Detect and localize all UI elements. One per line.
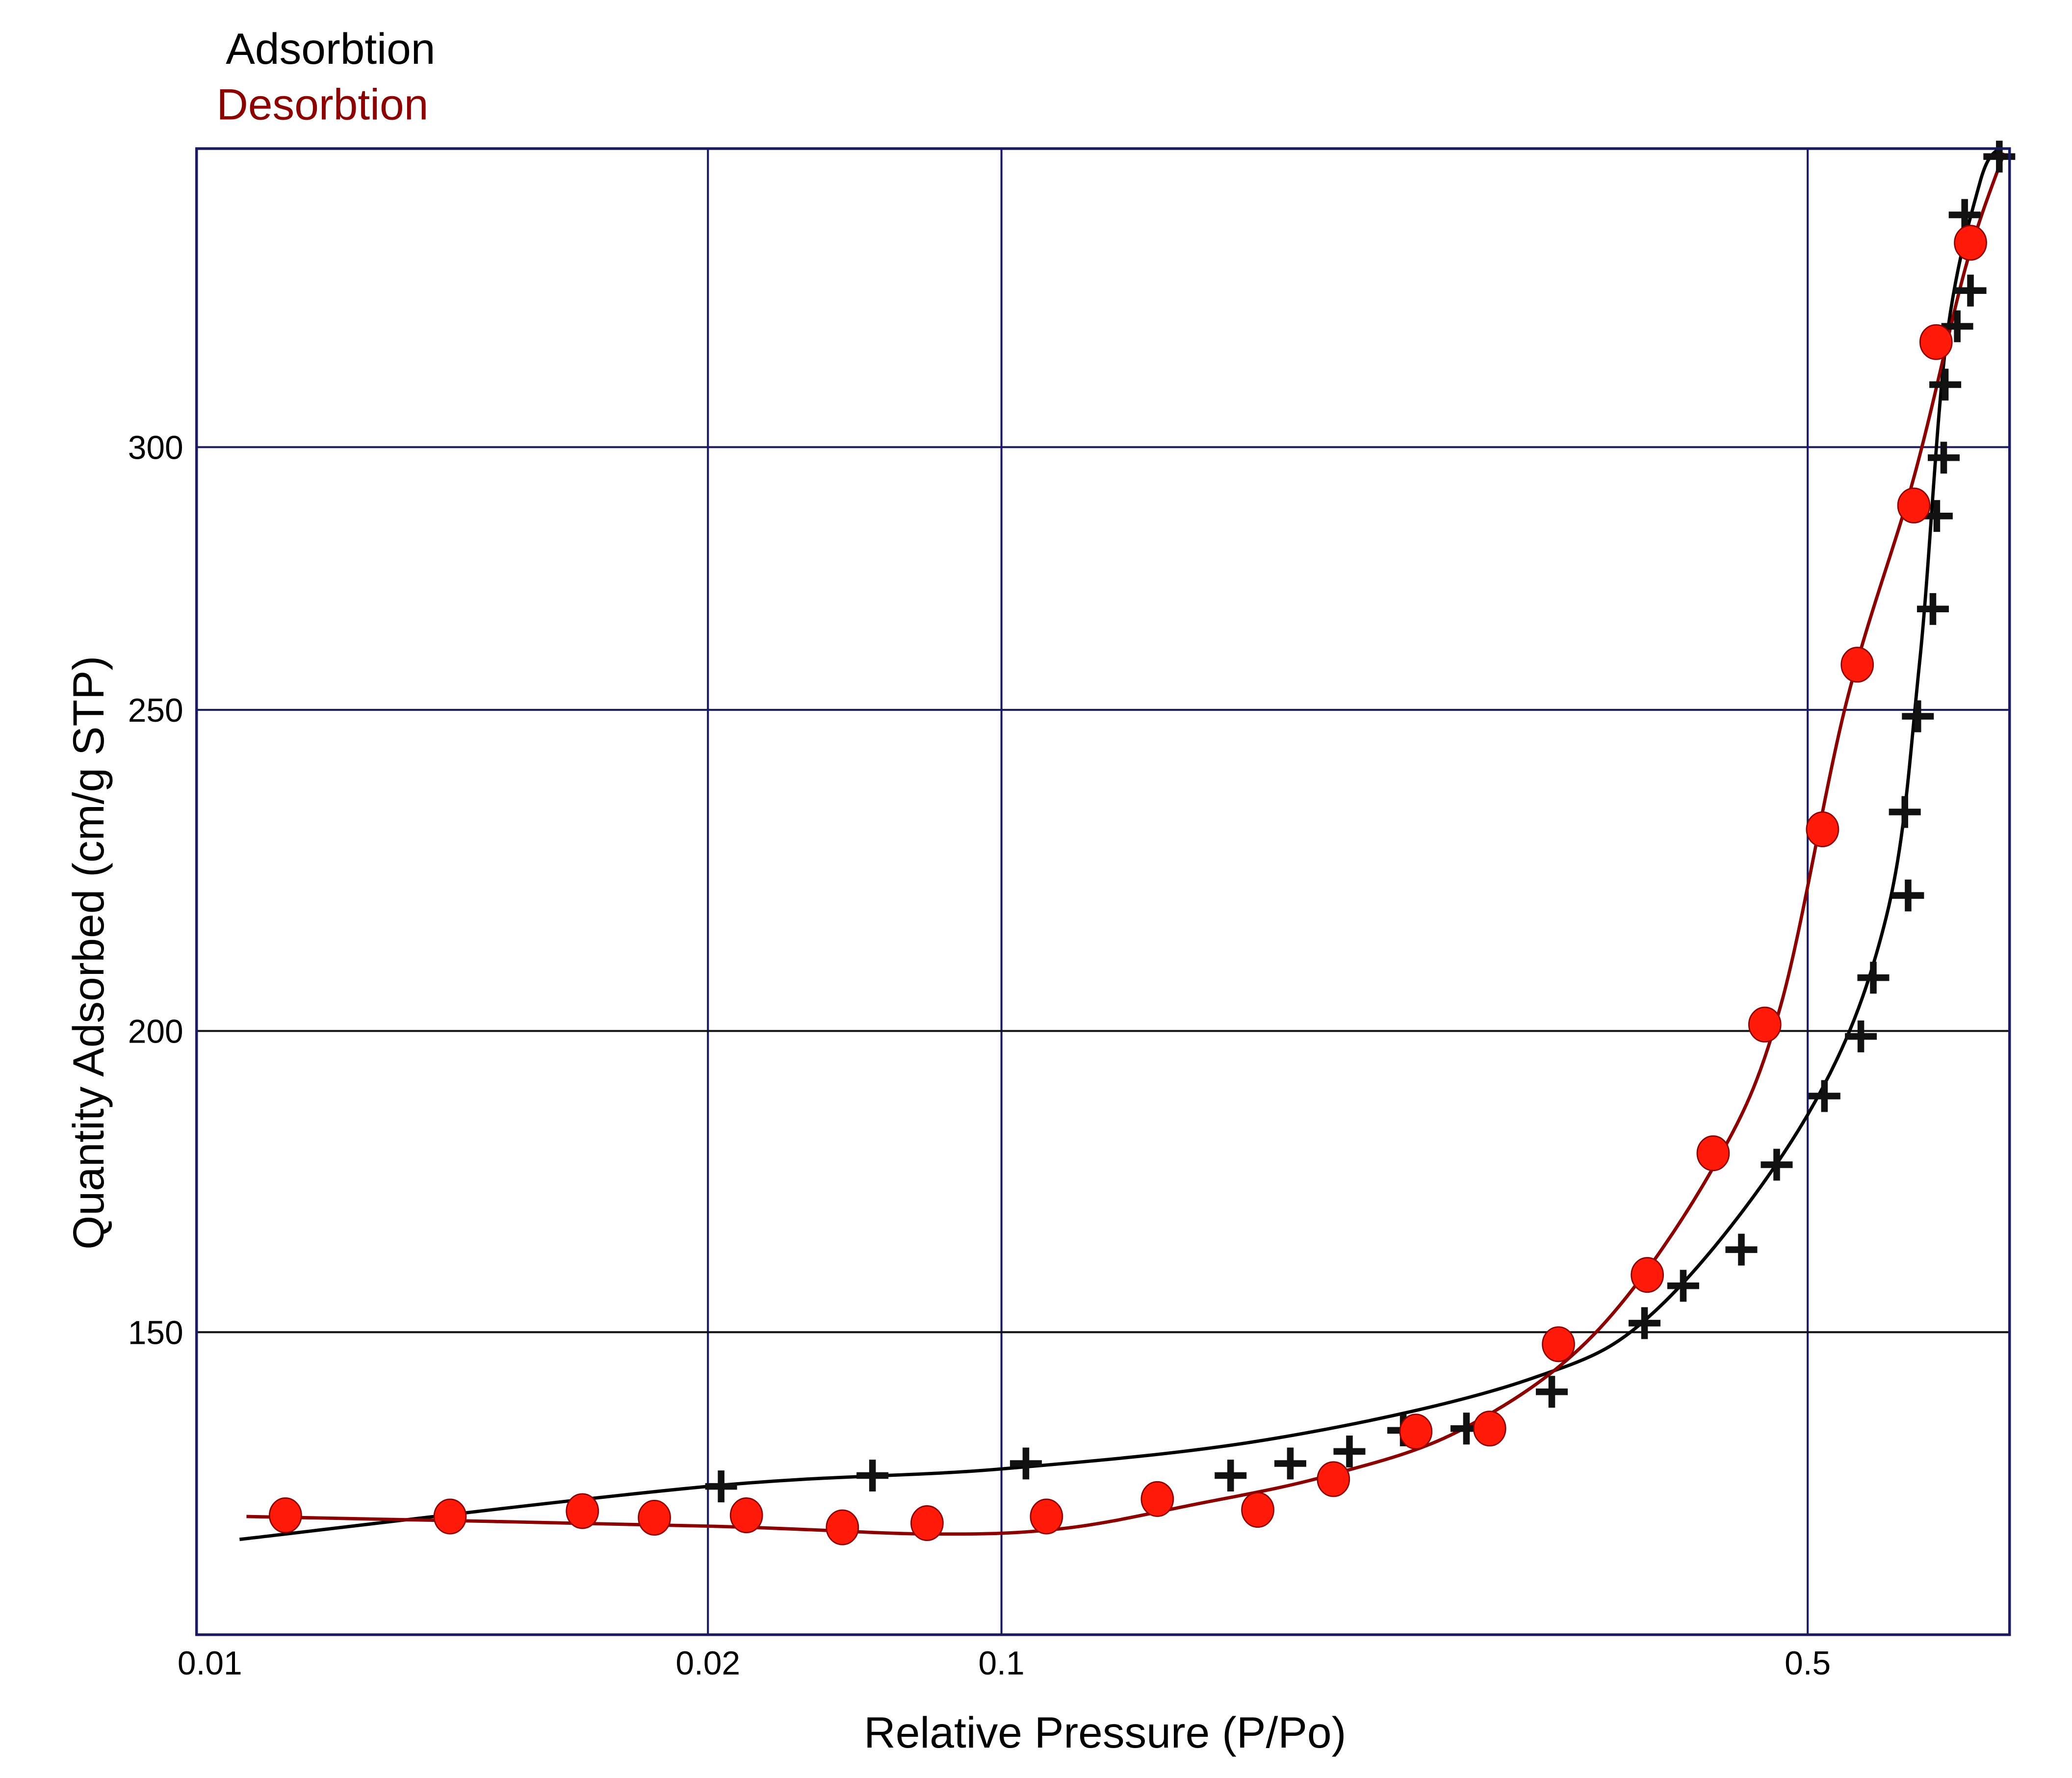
grid [196, 148, 2010, 1635]
desorbtion-point [1919, 324, 1953, 360]
desorbtion-point [433, 1498, 467, 1535]
desorbtion-point [1030, 1498, 1063, 1535]
tick-labels: 0.01 0.02 0.1 0.5 150 200 250 300 [128, 430, 1831, 1682]
adsorbtion-fit-curve [239, 147, 2001, 1542]
desorbtion-fit-curve [246, 152, 2006, 1536]
adsorbtion-point [1927, 442, 1960, 474]
plot-frame [195, 147, 2011, 1636]
x-tick-label: 0.5 [1785, 1645, 1831, 1682]
adsorbtion-point [1892, 879, 1924, 912]
adsorbtion-point [1845, 1020, 1877, 1052]
adsorbtion-point [1889, 796, 1921, 828]
adsorbtion-point [1629, 1307, 1661, 1339]
desorbtion-point [638, 1499, 671, 1536]
adsorbtion-point [1917, 593, 1949, 625]
desorbtion-point [826, 1509, 859, 1545]
x-axis-label: Relative Pressure (P/Po) [864, 1708, 1346, 1757]
desorbtion-point [1631, 1257, 1664, 1293]
y-tick-label: 300 [128, 430, 183, 467]
y-tick-label: 250 [128, 692, 183, 729]
desorbtion-point [910, 1505, 944, 1542]
legend-desorbtion: Desorbtion [216, 79, 428, 129]
desorbtion-point [269, 1497, 302, 1534]
adsorbtion-point [1215, 1460, 1247, 1491]
adsorbtion-point [1954, 274, 1987, 307]
desorbtion-point [1696, 1135, 1730, 1172]
desorbtion-point [1806, 811, 1839, 847]
y-axis-label: Quantity Adsorbed (cm/g STP) [64, 656, 113, 1250]
x-tick-label: 0.1 [979, 1645, 1025, 1682]
legend-adsorbtion: Adsorbtion [226, 24, 435, 73]
adsorbtion-point [1808, 1080, 1840, 1112]
desorbtion-point [566, 1493, 599, 1529]
adsorbtion-point [1536, 1376, 1568, 1408]
adsorbtion-point [705, 1470, 737, 1503]
adsorbtion-point [1667, 1270, 1699, 1302]
adsorbtion-point [1333, 1435, 1366, 1467]
adsorbtion-point [1929, 368, 1962, 401]
adsorbtion-point [1725, 1233, 1758, 1266]
adsorbtion-point [1902, 700, 1934, 732]
y-tick-label: 150 [128, 1315, 183, 1352]
fit-curves [239, 147, 2006, 1542]
desorbtion-point [1399, 1413, 1433, 1450]
desorbtion-point [1954, 225, 1987, 261]
desorbtion-point [1241, 1491, 1274, 1528]
x-tick-label: 0.02 [675, 1645, 740, 1682]
desorbtion-point [1897, 487, 1931, 523]
desorbtion-point [1840, 647, 1874, 683]
x-tick-label: 0.01 [178, 1645, 242, 1682]
adsorbtion-point [1010, 1447, 1042, 1480]
adsorbtion-point [1941, 310, 1973, 342]
adsorbtion-point [1761, 1149, 1793, 1181]
y-tick-label: 200 [128, 1014, 183, 1050]
desorbtion-point [1140, 1481, 1174, 1517]
adsorbtion-point [1857, 962, 1890, 994]
adsorbtion-point [1948, 199, 1981, 231]
desorbtion-point [1748, 1006, 1782, 1043]
desorbtion-point [1317, 1461, 1350, 1497]
desorbtion-point [1473, 1411, 1506, 1447]
desorbtion-point [1542, 1326, 1575, 1362]
adsorbtion-point [1274, 1447, 1306, 1480]
adsorbtion-point [856, 1460, 889, 1491]
desorbtion-point [729, 1497, 763, 1534]
data-markers [269, 140, 2016, 1545]
